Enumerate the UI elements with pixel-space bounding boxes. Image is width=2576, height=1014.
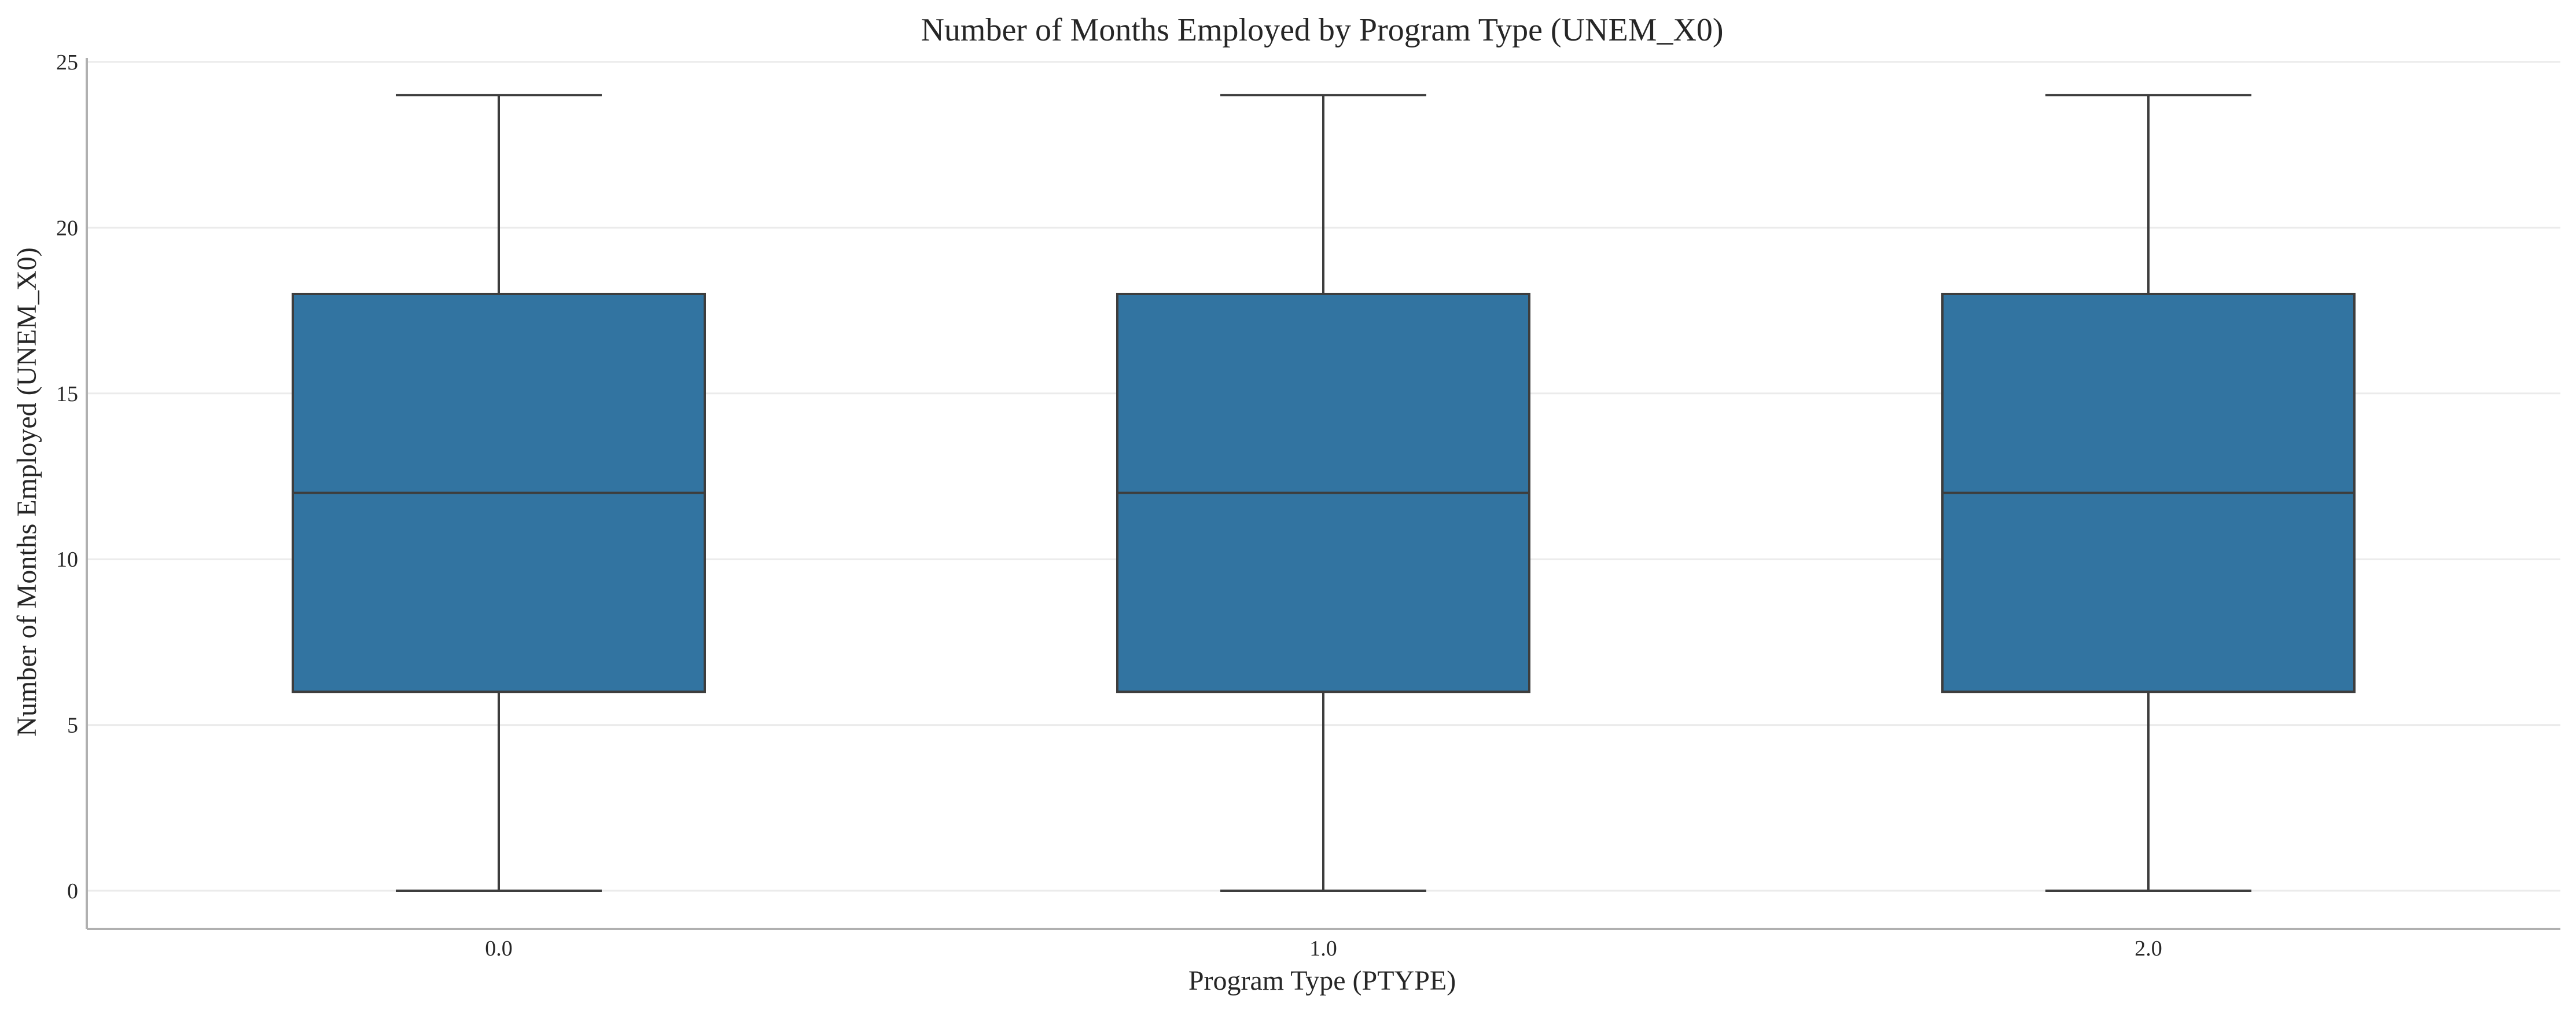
box-2.0 [1941,94,2356,892]
chart-title: Number of Months Employed by Program Typ… [921,12,1723,48]
y-tick-label: 0 [67,879,78,903]
y-tick-label: 10 [56,548,78,572]
x-tick-labels: 0.0 1.0 2.0 [485,936,2162,961]
y-tick-labels: 0 5 10 15 20 25 [56,50,78,903]
axes [86,58,2560,930]
y-tick-label: 5 [67,714,78,738]
y-axis-label: Number of Months Employed (UNEM_X0) [12,247,42,736]
x-axis-label: Program Type (PTYPE) [1188,965,1456,996]
box-0.0 [292,94,706,892]
boxes [292,94,2356,892]
y-tick-label: 15 [56,382,78,406]
x-tick-label: 2.0 [2135,936,2162,961]
y-tick-label: 20 [56,216,78,240]
x-tick-label: 0.0 [485,936,513,961]
box-1.0 [1116,94,1530,892]
y-tick-label: 25 [56,50,78,75]
x-tick-label: 1.0 [1309,936,1337,961]
